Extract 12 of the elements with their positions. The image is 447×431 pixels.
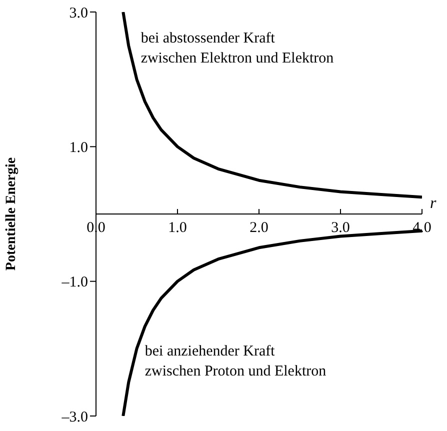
y-tick-label: 3.0 <box>69 5 88 22</box>
x-axis-title: r <box>430 195 437 212</box>
y-tick-label: –1.0 <box>60 274 88 291</box>
x-tick-label: 1.0 <box>168 220 187 236</box>
annotation: bei abstossender Kraft zwischen Elektron und Elektron <box>140 30 334 66</box>
y-axis-title: Potentielle Energie <box>4 157 19 271</box>
y-tick-label: 1.0 <box>69 140 88 156</box>
y-tick-label: –3.0 <box>60 409 88 426</box>
line-series <box>122 12 422 199</box>
x-tick-label: 2.0 <box>250 220 268 236</box>
annotation: bei anziehender Kraft zwischen Proton und Elektron <box>144 343 327 380</box>
x-tick-label: 3.0 <box>331 220 350 236</box>
